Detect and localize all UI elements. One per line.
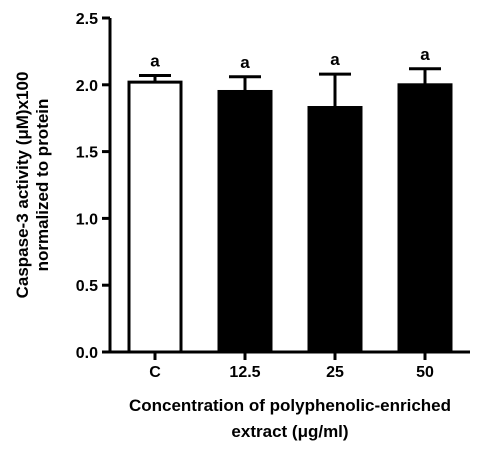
y-axis-title-line1: Caspase-3 activity (μM)x100 <box>13 72 32 299</box>
y-tick-label: 2.0 <box>76 78 98 95</box>
y-tick-label: 2.5 <box>76 11 98 28</box>
x-axis-title-line2: extract (μg/ml) <box>231 422 348 441</box>
significance-label: a <box>420 45 430 64</box>
x-tick-label: 50 <box>416 364 434 381</box>
y-axis-title-line2: normalized to protein <box>33 99 52 272</box>
bar <box>397 83 453 354</box>
significance-label: a <box>150 51 160 70</box>
bar <box>307 106 363 354</box>
y-tick-label: 0.5 <box>76 278 98 295</box>
bar <box>127 80 183 354</box>
y-tick-label: 1.5 <box>76 145 98 162</box>
y-ticks: 0.0 0.5 1.0 1.5 2.0 2.5 <box>76 11 110 362</box>
significance-label: a <box>240 53 250 72</box>
y-tick-label: 0.0 <box>76 345 98 362</box>
x-tick-label: 12.5 <box>229 364 260 381</box>
x-tick-label: 25 <box>326 364 344 381</box>
y-tick-label: 1.0 <box>76 211 98 228</box>
x-tick-label: C <box>149 364 161 381</box>
bar <box>217 89 273 354</box>
significance-label: a <box>330 50 340 69</box>
x-axis-title-line1: Concentration of polyphenolic-enriched <box>129 396 451 415</box>
x-ticks: C 12.5 25 50 <box>149 352 434 381</box>
